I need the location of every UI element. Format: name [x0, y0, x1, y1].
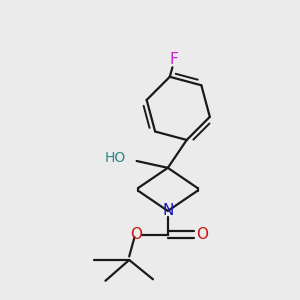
- Text: HO: HO: [105, 151, 126, 165]
- Text: F: F: [170, 52, 178, 68]
- Text: O: O: [196, 227, 208, 242]
- Text: O: O: [130, 227, 142, 242]
- Text: N: N: [162, 203, 173, 218]
